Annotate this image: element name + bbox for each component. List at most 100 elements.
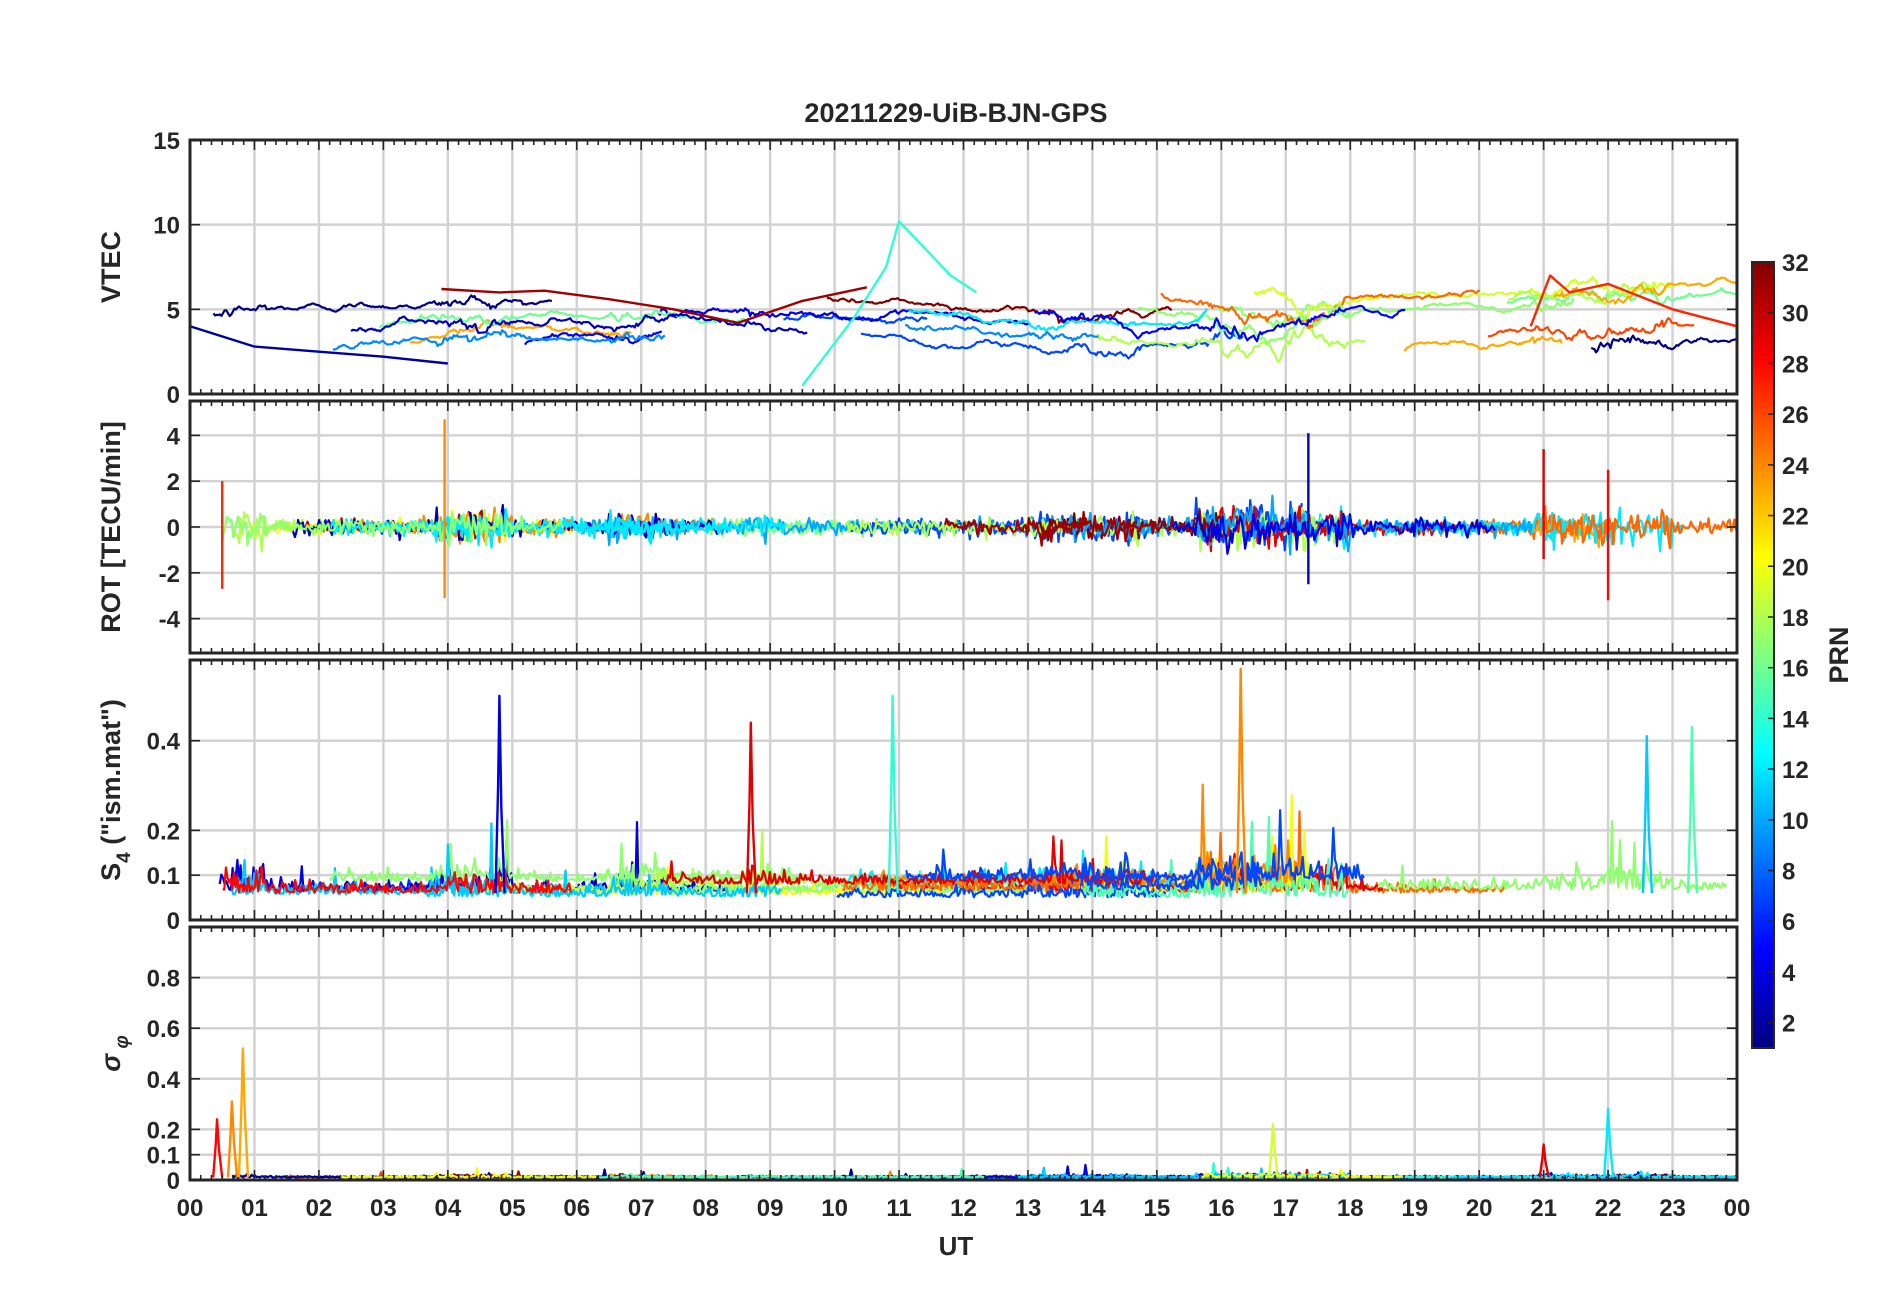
series-line (657, 307, 1032, 326)
traces-vtec (190, 220, 1737, 387)
x-tick-label: 09 (757, 1195, 784, 1222)
spike (1235, 667, 1248, 894)
series-line (220, 509, 565, 548)
y-tick-label: 10 (153, 213, 180, 240)
series-line (1171, 511, 1496, 555)
colorbar-tick-label: 18 (1782, 605, 1809, 632)
minor-ticks (189, 927, 1738, 1181)
y-tick-label: 2 (167, 469, 180, 496)
series-line (1377, 819, 1728, 891)
panel-s4: 0 0.1 0.2 0.4 S4 ("ism.mat") (96, 658, 1739, 935)
x-tick-label: 00 (177, 1195, 204, 1222)
series-line (904, 324, 1099, 342)
series-line (1403, 335, 1563, 352)
x-tick-label: 17 (1272, 1195, 1299, 1222)
y-tick-label: -2 (159, 561, 180, 588)
spike (1686, 726, 1699, 894)
x-tick-label: 00 (1724, 1195, 1751, 1222)
y-tick-label: 4 (167, 423, 181, 450)
colorbar-tick-label: 2 (1782, 1011, 1795, 1038)
colorbar-scale (1751, 261, 1775, 1049)
spike (1641, 735, 1654, 894)
colorbar-tick-label: 16 (1782, 656, 1809, 683)
colorbar-tick-label: 32 (1782, 250, 1809, 277)
series-line (943, 509, 1219, 547)
x-tick-label: 20 (1466, 1195, 1493, 1222)
y-tick-label: 0 (167, 382, 180, 409)
series-line (826, 296, 1173, 324)
colorbar-tick-label: 26 (1782, 402, 1809, 429)
y-axis-label: ROT [TECU/min] (96, 421, 126, 632)
x-tick-label: 01 (241, 1195, 268, 1222)
traces-rot (220, 419, 1737, 601)
panel-sigma_phi: 00.10.2 0.4 0.6 0.8 σ φ 00 01 02 03 04 05 06 07 08 09 1… (96, 925, 1751, 1222)
y-tick-label: 0.1 (147, 1143, 180, 1170)
x-tick-label: 05 (499, 1195, 526, 1222)
y-tick-label: 0.2 (147, 818, 180, 845)
x-tick-label: 19 (1401, 1195, 1428, 1222)
spike (494, 694, 506, 894)
colorbar-tick-label: 8 (1782, 859, 1795, 886)
y-tick-label: 0 (167, 908, 180, 935)
x-tick-label: 23 (1659, 1195, 1686, 1222)
series-line (1201, 1168, 1403, 1179)
y-tick-label: 0.2 (147, 1117, 180, 1144)
series-line (1079, 855, 1264, 891)
y-axis-label: S4 ("ism.mat") (96, 699, 135, 881)
series-line (836, 868, 1167, 899)
x-tick-label: 07 (628, 1195, 655, 1222)
x-tick-label: 18 (1337, 1195, 1364, 1222)
series-line (1590, 334, 1737, 354)
colorbar-tick-label: 14 (1782, 706, 1809, 733)
y-axis-label: σ φ (96, 1035, 133, 1072)
series-line (662, 835, 1155, 886)
x-tick-label: 15 (1144, 1195, 1171, 1222)
spike (887, 694, 899, 894)
y-tick-label: 0.4 (147, 1067, 181, 1094)
series-line (908, 307, 1208, 332)
traces-s4 (218, 667, 1728, 899)
x-axis-label: UT (939, 1231, 974, 1261)
colorbar-tick-label: 30 (1782, 301, 1809, 328)
spike (1603, 1107, 1615, 1178)
x-tick-label: 12 (950, 1195, 977, 1222)
series-line (1487, 317, 1695, 342)
x-tick-label: 10 (821, 1195, 848, 1222)
colorbar-tick-label: 6 (1782, 909, 1795, 936)
series-line (1543, 508, 1737, 550)
colorbar-tick-label: 10 (1782, 808, 1809, 835)
figure-title: 20211229-UiB-BJN-GPS (804, 98, 1107, 128)
minor-ticks (189, 139, 1738, 395)
traces-sigma_phi (212, 1047, 1737, 1179)
x-tick-label: 13 (1015, 1195, 1042, 1222)
series-line (410, 319, 632, 344)
series-line (1253, 275, 1676, 319)
series-line (524, 330, 663, 346)
x-tick-label: 22 (1595, 1195, 1622, 1222)
series-line (212, 294, 553, 318)
x-tick-label: 04 (434, 1195, 461, 1222)
y-tick-label: 0.6 (147, 1016, 180, 1043)
colorbar-tick-label: 22 (1782, 504, 1809, 531)
panel-vtec: 0 5 10 15 VTEC (96, 128, 1739, 409)
y-axis-label: VTEC (96, 231, 126, 303)
grid-vtec (190, 138, 1737, 394)
series-line (332, 329, 666, 351)
x-tick-label: 08 (692, 1195, 719, 1222)
series-line (801, 220, 978, 387)
spike (226, 1100, 239, 1178)
y-tick-label: -4 (159, 607, 181, 634)
series-line (1217, 300, 1352, 329)
series-line (1506, 287, 1736, 306)
series-line (350, 313, 808, 335)
spike (212, 1118, 224, 1178)
x-tick-label: 21 (1530, 1195, 1557, 1222)
colorbar-label: PRN (1824, 626, 1854, 683)
series-line (1529, 274, 1737, 328)
y-tick-label: 0 (167, 515, 180, 542)
y-tick-label: 0 (167, 1168, 180, 1195)
spike (745, 721, 758, 894)
x-tick-label: 03 (370, 1195, 397, 1222)
